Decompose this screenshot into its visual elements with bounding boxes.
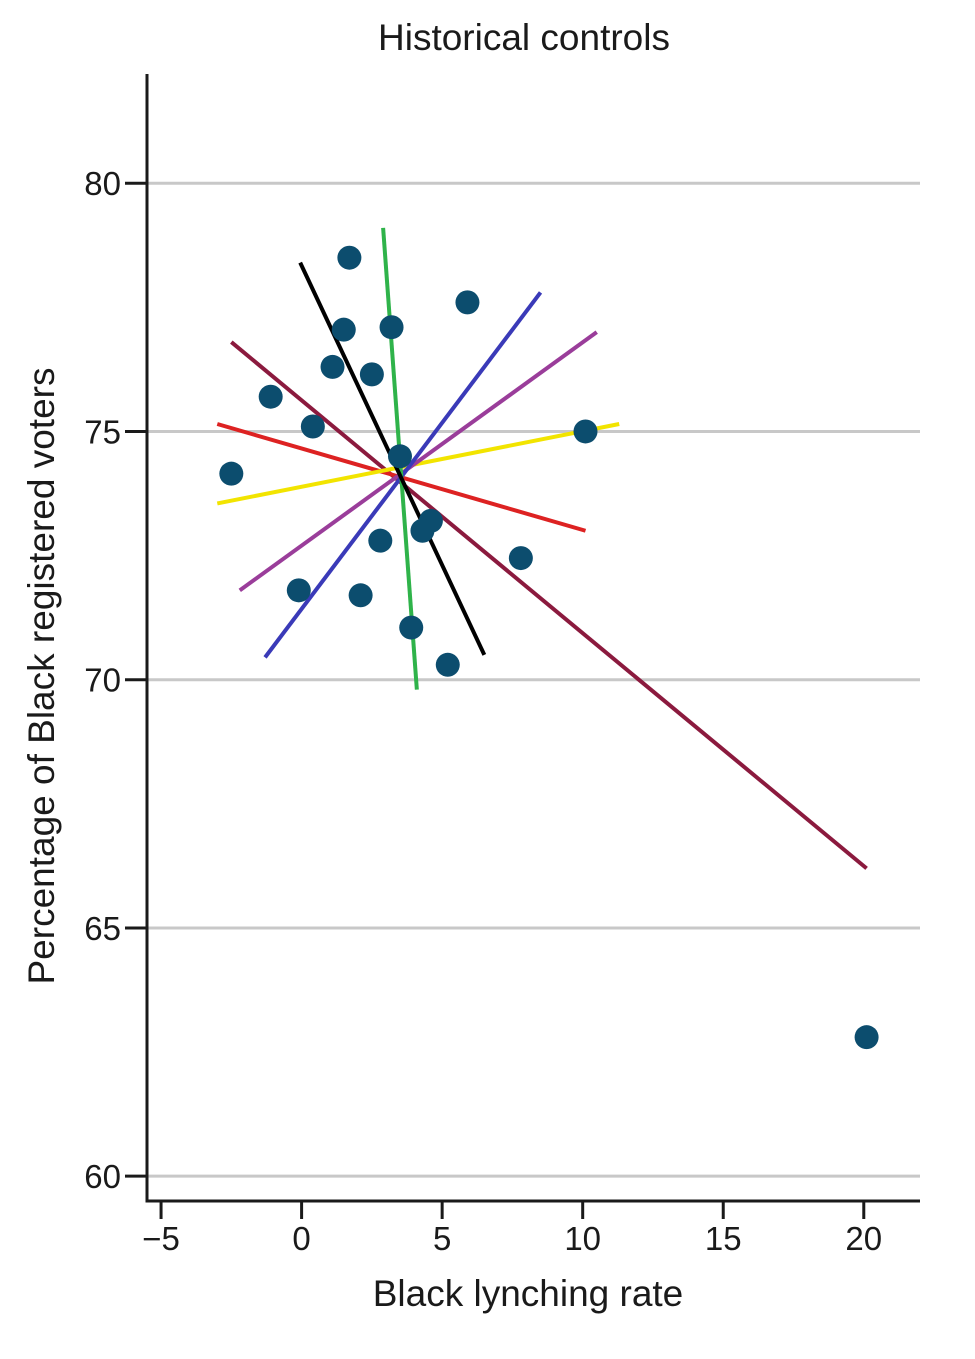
data-point [508, 546, 533, 571]
data-point [387, 444, 412, 469]
y-tick-label: 75 [84, 413, 121, 450]
data-point [379, 315, 404, 340]
x-tick-label: 0 [292, 1220, 310, 1257]
fit-line-4 [238, 330, 598, 592]
data-point [368, 528, 393, 553]
data-point [258, 384, 283, 409]
data-point [320, 354, 345, 379]
x-tick-label: 5 [433, 1220, 451, 1257]
data-point [348, 583, 373, 608]
data-point [286, 578, 311, 603]
data-point [455, 290, 480, 315]
x-axis-title: Black lynching rate [373, 1273, 684, 1314]
data-point [337, 245, 362, 270]
y-axis-title: Percentage of Black registered voters [21, 368, 62, 985]
axes: 60 65 70 75 80 −5 0 5 10 15 20 [84, 74, 920, 1257]
data-point [300, 414, 325, 439]
data-point [435, 652, 460, 677]
data-point [854, 1025, 879, 1050]
y-tick-label: 65 [84, 910, 121, 947]
fit-line-1 [230, 340, 868, 870]
x-tick-label: 15 [705, 1220, 742, 1257]
data-point [410, 518, 435, 543]
fit-line-3 [216, 422, 620, 506]
fit-lines [216, 227, 868, 870]
y-tick-label: 70 [84, 662, 121, 699]
data-point [359, 362, 384, 387]
data-points [219, 245, 879, 1050]
data-point [331, 317, 356, 342]
data-point [219, 461, 244, 486]
data-point [573, 419, 598, 444]
gridlines [147, 181, 920, 1178]
chart-title: Historical controls [378, 17, 670, 58]
data-point [399, 615, 424, 640]
x-tick-label: 20 [845, 1220, 882, 1257]
y-tick-label: 60 [84, 1158, 121, 1195]
y-tick-label: 80 [84, 165, 121, 202]
x-tick-label: 10 [564, 1220, 601, 1257]
x-tick-label: −5 [142, 1220, 180, 1257]
